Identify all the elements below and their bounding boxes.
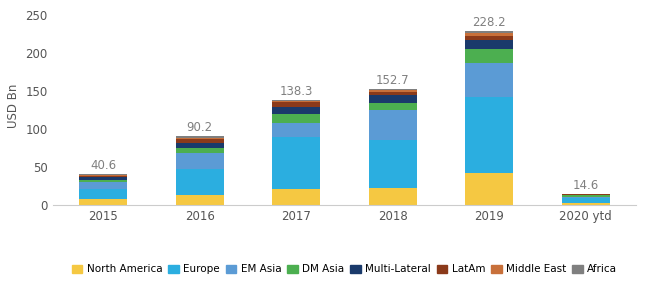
Bar <box>465 97 513 173</box>
Bar <box>176 139 224 143</box>
Bar <box>79 180 127 182</box>
Legend: North America, Europe, EM Asia, DM Asia, Multi-Lateral, LatAm, Middle East, Afri: North America, Europe, EM Asia, DM Asia,… <box>68 260 621 279</box>
Bar <box>79 199 127 205</box>
Bar <box>369 103 417 110</box>
Text: 228.2: 228.2 <box>473 16 506 29</box>
Bar <box>176 148 224 153</box>
Bar <box>465 63 513 97</box>
Bar <box>369 89 417 90</box>
Bar <box>562 195 610 197</box>
Bar <box>465 40 513 49</box>
Bar <box>79 175 127 177</box>
Bar <box>79 177 127 180</box>
Text: 90.2: 90.2 <box>187 121 213 134</box>
Bar <box>465 49 513 63</box>
Text: 14.6: 14.6 <box>573 179 599 192</box>
Bar <box>369 140 417 188</box>
Text: 152.7: 152.7 <box>376 74 410 86</box>
Bar <box>176 195 224 205</box>
Bar <box>369 92 417 95</box>
Bar <box>562 203 610 205</box>
Bar <box>272 107 320 114</box>
Bar <box>465 173 513 205</box>
Bar <box>79 174 127 175</box>
Y-axis label: USD Bn: USD Bn <box>7 84 20 128</box>
Bar <box>369 95 417 103</box>
Bar <box>176 136 224 138</box>
Bar <box>272 100 320 101</box>
Bar <box>176 169 224 195</box>
Bar <box>79 182 127 189</box>
Bar <box>562 194 610 195</box>
Bar <box>272 102 320 107</box>
Bar <box>272 101 320 102</box>
Text: 138.3: 138.3 <box>280 84 313 98</box>
Bar <box>176 143 224 148</box>
Bar <box>272 189 320 205</box>
Bar <box>176 138 224 139</box>
Bar <box>176 153 224 169</box>
Bar <box>369 90 417 92</box>
Bar <box>369 110 417 140</box>
Bar <box>272 114 320 123</box>
Bar <box>465 31 513 34</box>
Bar <box>79 189 127 199</box>
Text: 40.6: 40.6 <box>90 159 116 172</box>
Bar <box>562 197 610 198</box>
Bar <box>465 36 513 40</box>
Bar <box>272 123 320 137</box>
Bar <box>272 137 320 189</box>
Bar <box>465 34 513 36</box>
Bar <box>369 188 417 205</box>
Bar <box>562 198 610 203</box>
